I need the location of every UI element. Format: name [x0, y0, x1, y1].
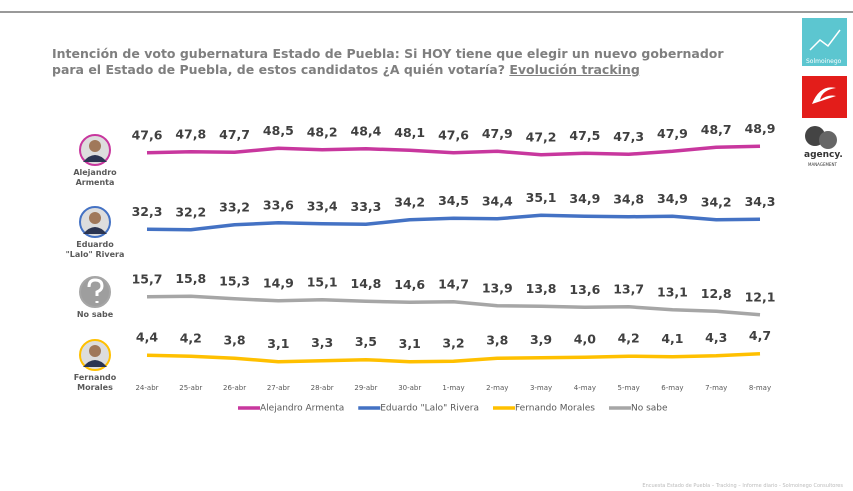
- avatar-face: [89, 140, 101, 152]
- value-label: 47,9: [657, 126, 688, 141]
- value-label: 33,2: [219, 199, 250, 214]
- x-tick-label: 28-abr: [311, 384, 334, 392]
- x-tick-label: 1-may: [442, 384, 464, 392]
- legend-label: Fernando Morales: [515, 404, 595, 414]
- value-label: 34,2: [394, 194, 425, 209]
- series-line: [147, 215, 760, 230]
- value-label: 3,5: [355, 334, 377, 349]
- value-label: 35,1: [526, 190, 557, 205]
- logo-icon: [819, 131, 837, 149]
- value-label: 4,3: [705, 330, 727, 345]
- value-label: 48,4: [351, 123, 382, 138]
- value-label: 47,5: [569, 128, 600, 143]
- series-line: [147, 146, 760, 155]
- x-tick-label: 29-abr: [354, 384, 377, 392]
- value-label: 34,4: [482, 193, 513, 208]
- logo-box: [802, 76, 847, 118]
- chart-subtitle: Evolución tracking: [509, 62, 639, 77]
- value-label: 15,7: [132, 271, 163, 286]
- value-label: 32,2: [175, 204, 206, 219]
- x-tick-label: 24-abr: [135, 384, 158, 392]
- value-label: 33,4: [307, 198, 338, 213]
- logo-text: agency.: [804, 150, 843, 160]
- value-label: 3,1: [267, 336, 289, 351]
- value-label: 15,1: [307, 274, 338, 289]
- value-label: 14,8: [351, 276, 382, 291]
- value-label: 47,7: [219, 127, 250, 142]
- candidate-label: No sabe: [65, 310, 125, 320]
- value-label: 48,7: [701, 122, 732, 137]
- value-label: 13,8: [526, 281, 557, 296]
- page: 24-abr 25-abr 26-abr 27-abr 28-abr 29-abr 30-a…: [0, 0, 853, 491]
- x-tick-label: 27-abr: [267, 384, 290, 392]
- logo-text: MANAGEMENT: [808, 162, 837, 167]
- value-label: 12,1: [745, 289, 776, 304]
- x-tick-label: 25-abr: [179, 384, 202, 392]
- value-label: 12,8: [701, 286, 732, 301]
- value-label: 13,6: [569, 282, 600, 297]
- value-label: 4,4: [136, 330, 158, 345]
- value-label: 47,6: [438, 127, 469, 142]
- value-label: 32,3: [132, 204, 163, 219]
- x-tick-label: 2-may: [486, 384, 508, 392]
- x-tick-label: 5-may: [618, 384, 640, 392]
- value-label: 3,3: [311, 335, 333, 350]
- value-label: 48,9: [745, 121, 776, 136]
- candidate-label: Eduardo "Lalo" Rivera: [65, 240, 125, 260]
- value-label: 3,8: [223, 333, 245, 348]
- x-tick-label: 26-abr: [223, 384, 246, 392]
- legend-label: No sabe: [631, 404, 668, 414]
- avatar-face: [89, 345, 101, 357]
- value-label: 47,6: [132, 127, 163, 142]
- value-label: 14,9: [263, 275, 294, 290]
- value-label: 33,3: [351, 199, 382, 214]
- value-label: 13,7: [613, 281, 644, 296]
- legend-label: Eduardo "Lalo" Rivera: [380, 404, 479, 414]
- candidate-label: Fernando Morales: [65, 373, 125, 393]
- value-label: 34,3: [745, 194, 776, 209]
- avatar-face: [89, 212, 101, 224]
- footnote: Encuesta Estado de Puebla – Tracking – I…: [642, 483, 843, 489]
- value-label: 3,8: [486, 333, 508, 348]
- value-label: 14,6: [394, 277, 425, 292]
- value-label: 15,3: [219, 273, 250, 288]
- series-line: [147, 354, 760, 362]
- value-label: 33,6: [263, 197, 294, 212]
- value-label: 34,2: [701, 194, 732, 209]
- legend-label: Alejandro Armenta: [260, 404, 344, 414]
- x-tick-label: 7-may: [705, 384, 727, 392]
- value-label: 47,2: [526, 129, 557, 144]
- value-label: 47,8: [175, 126, 206, 141]
- value-label: 47,3: [613, 129, 644, 144]
- value-label: 15,8: [175, 271, 206, 286]
- value-label: 4,7: [749, 328, 771, 343]
- value-label: 34,5: [438, 193, 469, 208]
- value-label: 13,1: [657, 284, 688, 299]
- value-label: 48,2: [307, 124, 338, 139]
- value-label: 34,9: [657, 191, 688, 206]
- value-label: 4,1: [661, 331, 683, 346]
- value-label: 48,1: [394, 125, 425, 140]
- value-label: 3,2: [442, 336, 464, 351]
- x-tick-label: 30-abr: [398, 384, 421, 392]
- x-tick-label: 4-may: [574, 384, 596, 392]
- candidate-label: Alejandro Armenta: [65, 168, 125, 188]
- value-label: 14,7: [438, 276, 469, 291]
- value-label: 47,9: [482, 126, 513, 141]
- value-label: 3,9: [530, 332, 552, 347]
- value-label: 13,9: [482, 280, 513, 295]
- x-tick-label: 8-may: [749, 384, 771, 392]
- title-block: Intención de voto gubernatura Estado de …: [52, 46, 752, 78]
- value-label: 3,1: [399, 336, 421, 351]
- value-label: 34,8: [613, 191, 644, 206]
- value-label: 4,2: [618, 331, 640, 346]
- logo-text: Solmoinego: [806, 58, 841, 65]
- value-label: 4,2: [180, 331, 202, 346]
- value-label: 34,9: [569, 191, 600, 206]
- x-tick-label: 6-may: [661, 384, 683, 392]
- value-label: 4,0: [574, 332, 596, 347]
- x-tick-label: 3-may: [530, 384, 552, 392]
- value-label: 48,5: [263, 123, 294, 138]
